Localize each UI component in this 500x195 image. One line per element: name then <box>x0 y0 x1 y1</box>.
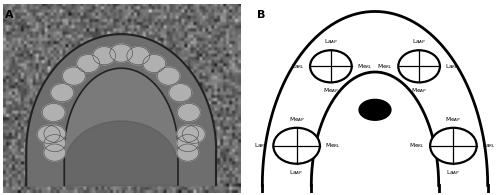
Text: Me$_{RL}$: Me$_{RL}$ <box>357 62 373 71</box>
Circle shape <box>310 50 352 82</box>
Text: Me$_{AP}$: Me$_{AP}$ <box>288 115 304 124</box>
Text: Me$_{AP}$: Me$_{AP}$ <box>323 87 339 96</box>
Text: Me$_{RL}$: Me$_{RL}$ <box>409 141 424 150</box>
Polygon shape <box>26 34 216 185</box>
Circle shape <box>177 125 199 142</box>
Polygon shape <box>262 12 488 193</box>
Circle shape <box>93 47 116 65</box>
Text: La$_{RL}$: La$_{RL}$ <box>254 141 268 150</box>
Text: La$_{AP}$: La$_{AP}$ <box>324 37 338 46</box>
Polygon shape <box>64 121 178 185</box>
Text: B: B <box>258 10 266 20</box>
Circle shape <box>62 67 86 85</box>
Circle shape <box>77 54 100 73</box>
Circle shape <box>177 144 199 161</box>
Text: La$_{AP}$: La$_{AP}$ <box>290 168 304 177</box>
Circle shape <box>44 125 66 142</box>
Circle shape <box>42 103 65 121</box>
Circle shape <box>44 135 66 152</box>
Text: Me$_{RL}$: Me$_{RL}$ <box>326 141 341 150</box>
Circle shape <box>44 144 66 161</box>
Circle shape <box>169 84 192 102</box>
Circle shape <box>398 50 440 82</box>
Ellipse shape <box>359 99 391 120</box>
Circle shape <box>430 128 476 164</box>
Text: A: A <box>5 10 14 20</box>
Circle shape <box>38 125 60 144</box>
Circle shape <box>274 128 320 164</box>
Circle shape <box>51 84 74 102</box>
Polygon shape <box>64 68 178 185</box>
Text: La$_{AP}$: La$_{AP}$ <box>412 37 426 46</box>
Text: La$_{RL}$: La$_{RL}$ <box>446 62 459 71</box>
Text: Me$_{AP}$: Me$_{AP}$ <box>446 115 462 124</box>
Circle shape <box>177 135 199 152</box>
Text: Me$_{RL}$: Me$_{RL}$ <box>377 62 393 71</box>
Text: La$_{RL}$: La$_{RL}$ <box>291 62 304 71</box>
Text: La$_{AP}$: La$_{AP}$ <box>446 168 460 177</box>
Circle shape <box>178 103 201 121</box>
Circle shape <box>110 44 132 62</box>
Circle shape <box>127 47 150 65</box>
Circle shape <box>182 125 205 144</box>
Circle shape <box>157 67 180 85</box>
Text: Me$_{AP}$: Me$_{AP}$ <box>411 87 427 96</box>
Text: La$_{RL}$: La$_{RL}$ <box>482 141 496 150</box>
Circle shape <box>143 54 166 73</box>
